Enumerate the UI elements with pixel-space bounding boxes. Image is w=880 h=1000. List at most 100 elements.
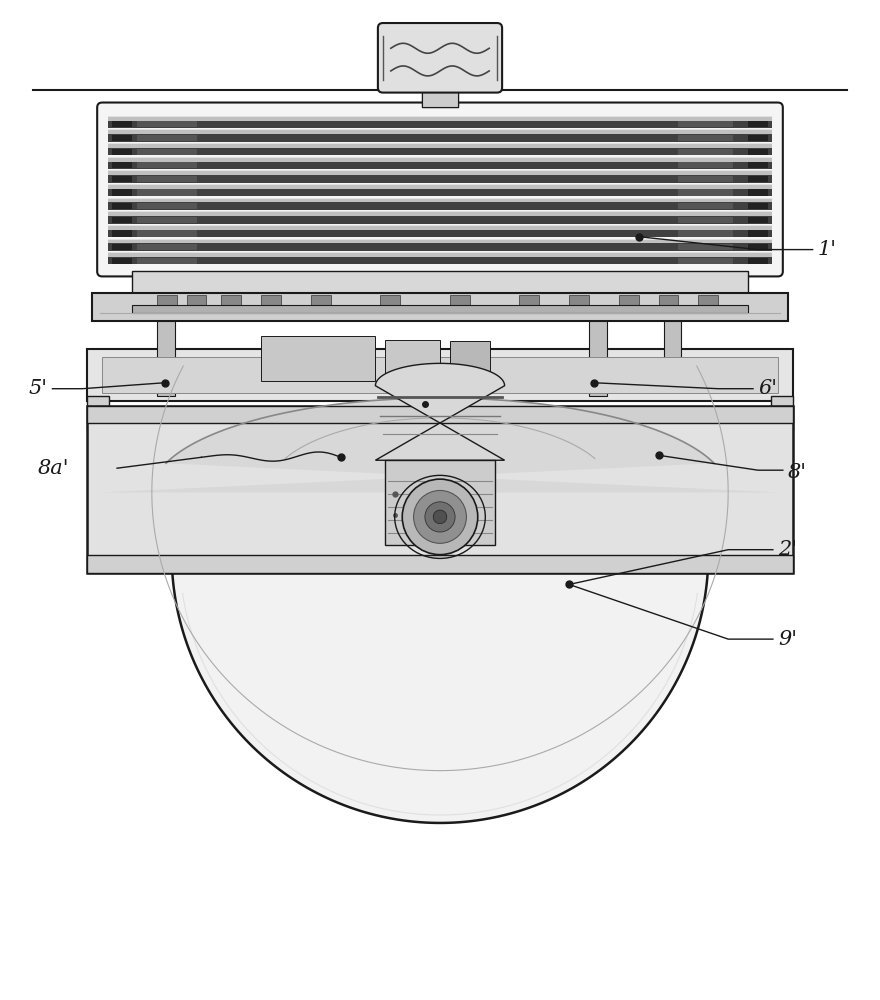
Bar <box>385 460 495 545</box>
Bar <box>137 121 196 127</box>
Bar <box>658 295 678 307</box>
Bar <box>108 175 772 183</box>
Bar <box>108 184 772 189</box>
Bar <box>137 176 196 182</box>
Bar <box>112 244 132 250</box>
Text: 8': 8' <box>788 463 807 482</box>
Bar <box>108 216 772 224</box>
Bar <box>748 176 768 182</box>
Text: 6': 6' <box>758 379 777 398</box>
Bar <box>112 217 132 223</box>
Bar <box>112 149 132 155</box>
Bar <box>261 295 281 307</box>
Text: 9': 9' <box>778 630 797 649</box>
Bar <box>748 244 768 250</box>
Text: 2': 2' <box>778 540 797 559</box>
Text: 5': 5' <box>29 379 48 398</box>
Text: 8a': 8a' <box>38 459 69 478</box>
Circle shape <box>402 479 478 555</box>
Bar <box>108 143 772 148</box>
Bar <box>108 239 772 243</box>
Bar <box>678 176 733 182</box>
Bar <box>137 203 196 209</box>
Bar <box>664 321 681 376</box>
Bar <box>748 121 768 127</box>
Bar <box>771 396 793 430</box>
Bar <box>450 295 470 307</box>
Bar <box>112 135 132 141</box>
Circle shape <box>433 510 447 524</box>
Bar <box>519 295 539 307</box>
Bar <box>422 90 458 107</box>
Bar <box>137 135 196 141</box>
Bar <box>137 189 196 196</box>
Bar <box>112 230 132 237</box>
Bar <box>108 170 772 175</box>
Bar <box>132 305 748 313</box>
Bar <box>87 406 793 423</box>
Bar <box>261 336 376 381</box>
Bar <box>108 225 772 230</box>
Bar <box>132 271 748 313</box>
Bar <box>108 202 772 210</box>
Bar <box>678 230 733 237</box>
Bar <box>748 162 768 168</box>
Bar <box>137 244 196 250</box>
Bar <box>112 162 132 168</box>
Bar <box>112 176 132 182</box>
Bar <box>678 162 733 168</box>
Bar <box>108 257 772 264</box>
Bar <box>748 189 768 196</box>
Bar <box>137 149 196 155</box>
Bar <box>108 134 772 142</box>
Bar <box>112 189 132 196</box>
Polygon shape <box>376 363 504 460</box>
Text: 1': 1' <box>818 240 837 259</box>
Bar <box>385 340 440 378</box>
Bar <box>678 203 733 209</box>
Bar <box>678 149 733 155</box>
Bar <box>112 203 132 209</box>
Bar <box>108 211 772 216</box>
Bar <box>108 243 772 251</box>
Bar <box>678 121 733 127</box>
Bar <box>748 203 768 209</box>
Polygon shape <box>102 398 778 492</box>
Bar <box>137 162 196 168</box>
Bar <box>108 198 772 202</box>
Bar <box>137 230 196 237</box>
Bar <box>450 341 489 371</box>
Bar <box>87 349 793 401</box>
Bar <box>748 135 768 141</box>
Polygon shape <box>172 555 708 823</box>
Bar <box>589 321 607 396</box>
Circle shape <box>425 502 455 532</box>
Bar <box>748 217 768 223</box>
Bar <box>748 258 768 264</box>
Bar <box>108 148 772 155</box>
Bar <box>108 252 772 257</box>
Bar <box>108 162 772 169</box>
Bar <box>678 189 733 196</box>
Circle shape <box>414 490 466 543</box>
Bar <box>678 258 733 264</box>
Bar <box>187 295 207 307</box>
Bar <box>137 258 196 264</box>
Bar <box>619 295 639 307</box>
Bar <box>748 149 768 155</box>
Bar <box>108 116 772 121</box>
Bar <box>748 230 768 237</box>
Bar <box>108 157 772 162</box>
Bar <box>678 135 733 141</box>
Bar <box>311 295 331 307</box>
Bar <box>87 396 109 430</box>
Bar <box>678 244 733 250</box>
Bar <box>678 217 733 223</box>
Bar <box>108 189 772 196</box>
Bar <box>92 293 788 321</box>
FancyBboxPatch shape <box>97 103 783 276</box>
Bar <box>87 406 793 573</box>
Bar <box>222 295 241 307</box>
Bar <box>87 555 793 573</box>
Bar <box>157 295 177 307</box>
